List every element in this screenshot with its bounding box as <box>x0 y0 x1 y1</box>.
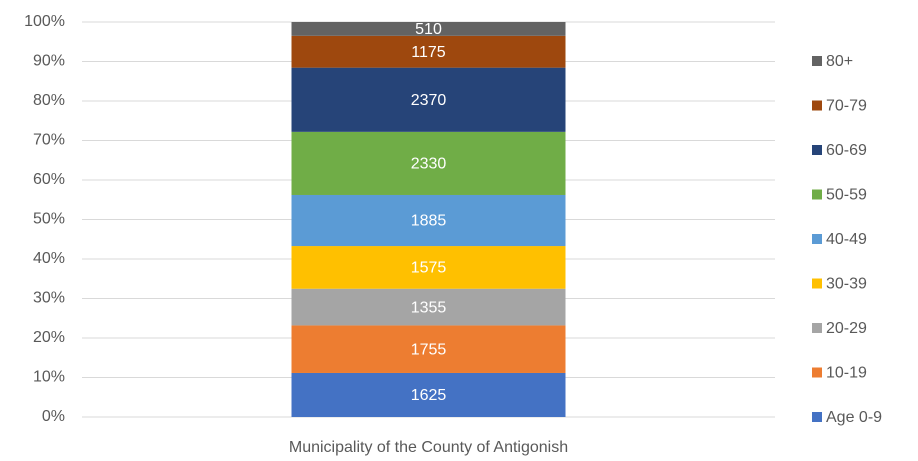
legend-swatch <box>812 323 822 333</box>
y-tick-label: 10% <box>33 369 65 386</box>
legend-swatch <box>812 234 822 244</box>
y-tick-label: 20% <box>33 329 65 346</box>
legend-swatch <box>812 189 822 200</box>
data-label: 1575 <box>411 260 447 277</box>
legend-label: 60-69 <box>826 142 867 159</box>
legend-swatch <box>812 145 822 155</box>
y-tick-label: 50% <box>33 211 65 228</box>
y-tick-label: 60% <box>33 171 65 188</box>
bar-segment <box>291 246 566 289</box>
bar-segment <box>291 67 566 132</box>
data-label: 1625 <box>411 387 447 404</box>
legend-label: 50-59 <box>826 187 867 204</box>
data-label: 1175 <box>411 44 446 61</box>
bar-segment <box>291 35 566 68</box>
y-tick-label: 80% <box>33 92 65 109</box>
x-tick-label: Municipality of the County of Antigonish <box>289 439 568 456</box>
y-tick-label: 30% <box>33 290 65 307</box>
legend-label: 70-79 <box>826 98 867 115</box>
data-label: 1355 <box>411 299 447 316</box>
y-tick-label: 70% <box>33 132 65 149</box>
legend-label: 10-19 <box>826 365 867 382</box>
legend-swatch <box>812 367 822 378</box>
data-label: 510 <box>415 21 442 38</box>
data-label: 2370 <box>411 92 447 109</box>
legend-label: Age 0-9 <box>826 409 882 426</box>
bar-segment <box>291 372 566 417</box>
legend-label: 80+ <box>826 53 853 70</box>
bar-segment <box>291 131 566 195</box>
bar-segment <box>291 22 566 36</box>
data-label: 2330 <box>411 156 447 173</box>
legend-swatch <box>812 412 822 422</box>
y-tick-label: 90% <box>33 53 65 70</box>
legend-swatch <box>812 56 822 66</box>
legend-label: 20-29 <box>826 320 867 337</box>
bar-segment <box>291 325 566 373</box>
legend-swatch <box>812 100 822 111</box>
bar-segment <box>291 288 566 326</box>
legend-label: 30-39 <box>826 276 867 293</box>
y-tick-label: 0% <box>42 408 65 425</box>
data-label: 1885 <box>411 213 447 230</box>
y-tick-label: 100% <box>24 13 65 30</box>
y-tick-label: 40% <box>33 250 65 267</box>
bar-segment <box>291 194 566 247</box>
legend-swatch <box>812 278 822 289</box>
data-label: 1755 <box>411 341 447 358</box>
legend-label: 40-49 <box>826 231 867 248</box>
